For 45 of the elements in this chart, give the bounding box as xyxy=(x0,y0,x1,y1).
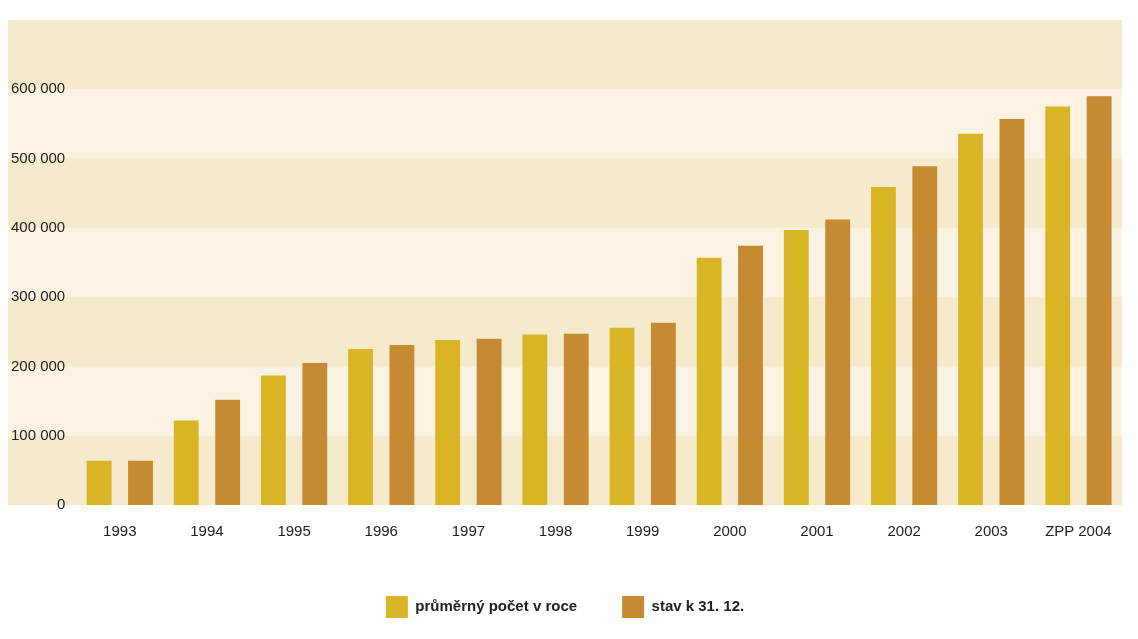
x-tick-label: 2001 xyxy=(800,522,834,540)
x-tick-label: 1996 xyxy=(364,522,398,540)
bar xyxy=(912,166,938,505)
bar xyxy=(783,229,809,505)
legend-label: průměrný počet v roce xyxy=(415,597,578,615)
bar xyxy=(825,219,851,505)
y-tick-label: 600 000 xyxy=(10,79,66,97)
bar xyxy=(522,334,548,505)
x-tick-label: 2000 xyxy=(713,522,747,540)
y-tick-label: 400 000 xyxy=(10,218,66,235)
y-tick-label: 100 000 xyxy=(10,425,66,443)
bar xyxy=(696,257,722,505)
bar xyxy=(609,327,635,505)
bar xyxy=(215,399,241,505)
y-tick-label: 300 000 xyxy=(10,287,66,305)
x-tick-label: 1998 xyxy=(538,522,573,540)
bar xyxy=(476,338,502,505)
y-tick-label: 200 000 xyxy=(10,356,66,374)
bar xyxy=(999,119,1025,505)
x-tick-label: 1997 xyxy=(451,522,486,540)
bar xyxy=(260,375,286,505)
bar xyxy=(1086,96,1112,505)
bar xyxy=(563,333,589,505)
bar xyxy=(348,349,373,505)
bar xyxy=(389,344,415,505)
bar xyxy=(871,186,896,505)
y-tick-label: 0 xyxy=(56,495,66,513)
x-tick-label: ZPP 2004 xyxy=(1045,522,1112,540)
bar xyxy=(86,460,112,505)
bar xyxy=(173,420,199,505)
bar xyxy=(738,245,763,505)
y-tick-label: 500 000 xyxy=(10,148,66,166)
x-tick-label: 1999 xyxy=(626,522,660,540)
x-tick-label: 2003 xyxy=(974,522,1008,540)
x-tick-label: 2002 xyxy=(887,522,921,540)
bar xyxy=(128,460,153,505)
x-tick-label: 1995 xyxy=(277,522,311,540)
bar xyxy=(958,133,983,505)
bar xyxy=(435,340,461,505)
bar xyxy=(650,322,676,505)
bar xyxy=(1045,106,1071,505)
x-tick-label: 1994 xyxy=(190,522,224,540)
legend-label: stav k 31. 12. xyxy=(651,597,745,615)
bar xyxy=(302,362,328,505)
x-tick-label: 1993 xyxy=(103,522,137,540)
